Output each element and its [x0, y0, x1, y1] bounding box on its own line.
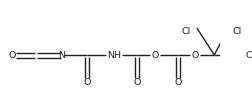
- Text: O: O: [9, 51, 16, 59]
- Text: Cl: Cl: [182, 27, 191, 36]
- Text: O: O: [83, 77, 91, 86]
- Text: O: O: [151, 51, 159, 59]
- Text: O: O: [192, 51, 199, 59]
- Text: O: O: [174, 77, 181, 86]
- Text: Cl: Cl: [246, 51, 252, 59]
- Text: N: N: [58, 51, 65, 59]
- Text: O: O: [133, 77, 140, 86]
- Text: NH: NH: [107, 51, 121, 59]
- Text: Cl: Cl: [232, 27, 242, 36]
